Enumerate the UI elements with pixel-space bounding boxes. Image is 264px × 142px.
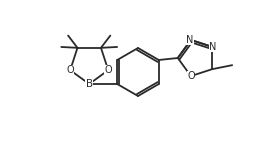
Text: O: O [66, 65, 74, 75]
Text: O: O [187, 71, 195, 81]
Text: B: B [86, 79, 93, 89]
Text: O: O [105, 65, 112, 75]
Text: N: N [209, 42, 217, 52]
Text: N: N [186, 35, 194, 45]
